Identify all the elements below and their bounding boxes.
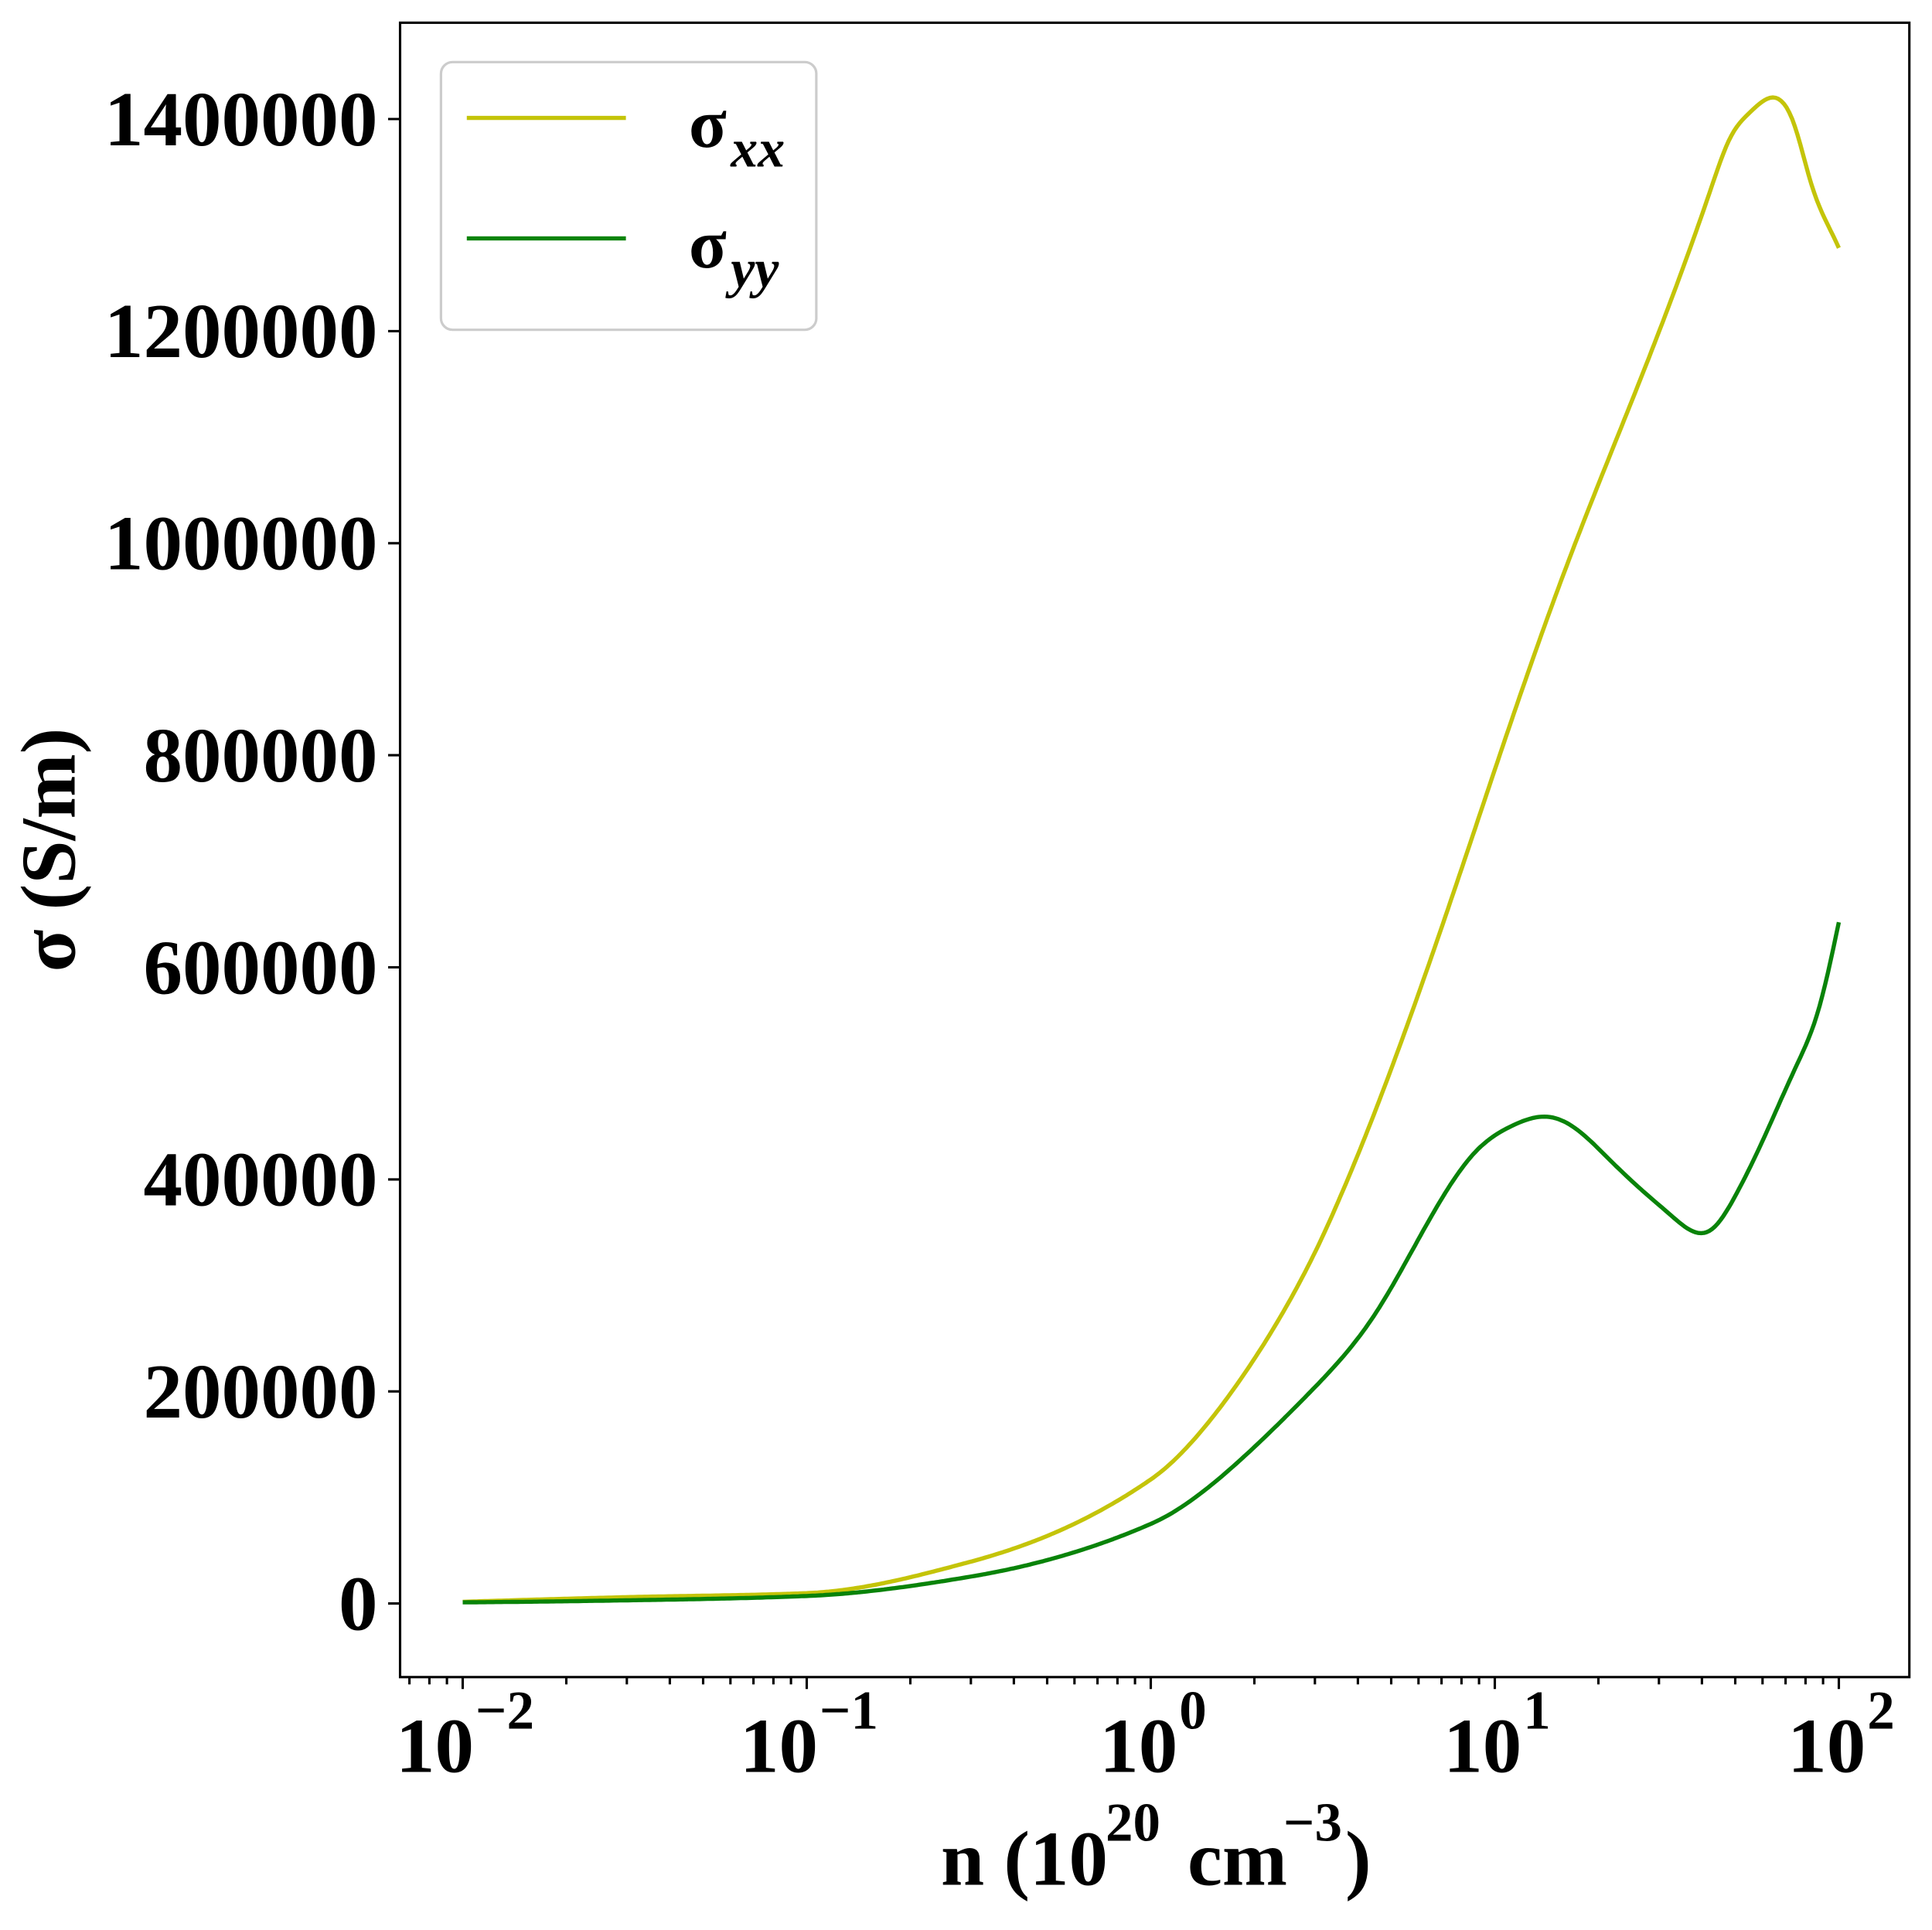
svg-text:10: 10 (1099, 1703, 1177, 1789)
svg-text:600000: 600000 (144, 924, 378, 1010)
svg-text:1: 1 (1523, 1681, 1551, 1741)
svg-text:cm: cm (1187, 1816, 1287, 1902)
svg-text:xx: xx (730, 119, 785, 179)
svg-text:200000: 200000 (144, 1348, 378, 1435)
svg-text:−3: −3 (1283, 1793, 1342, 1853)
svg-text:2: 2 (1867, 1681, 1895, 1741)
svg-text:10: 10 (740, 1703, 818, 1789)
svg-text:10: 10 (1443, 1703, 1521, 1789)
svg-text:−2: −2 (475, 1681, 534, 1741)
svg-text:yy: yy (725, 240, 779, 299)
svg-text:σ: σ (689, 86, 727, 162)
svg-text:σ (S/m): σ (S/m) (5, 728, 92, 972)
svg-text:20: 20 (1106, 1793, 1160, 1853)
svg-text:−1: −1 (819, 1681, 878, 1741)
svg-text:1200000: 1200000 (104, 288, 378, 374)
svg-text:σ: σ (689, 206, 727, 283)
svg-text:10: 10 (1787, 1703, 1866, 1789)
svg-text:400000: 400000 (144, 1136, 378, 1223)
svg-text:10: 10 (396, 1703, 474, 1789)
svg-text:800000: 800000 (144, 712, 378, 798)
svg-text:1000000: 1000000 (104, 500, 378, 587)
svg-text:): ) (1345, 1816, 1371, 1902)
svg-text:1400000: 1400000 (104, 76, 378, 162)
svg-text:n (10: n (10 (941, 1816, 1108, 1902)
svg-text:0: 0 (1179, 1681, 1207, 1741)
svg-text:0: 0 (339, 1560, 378, 1646)
